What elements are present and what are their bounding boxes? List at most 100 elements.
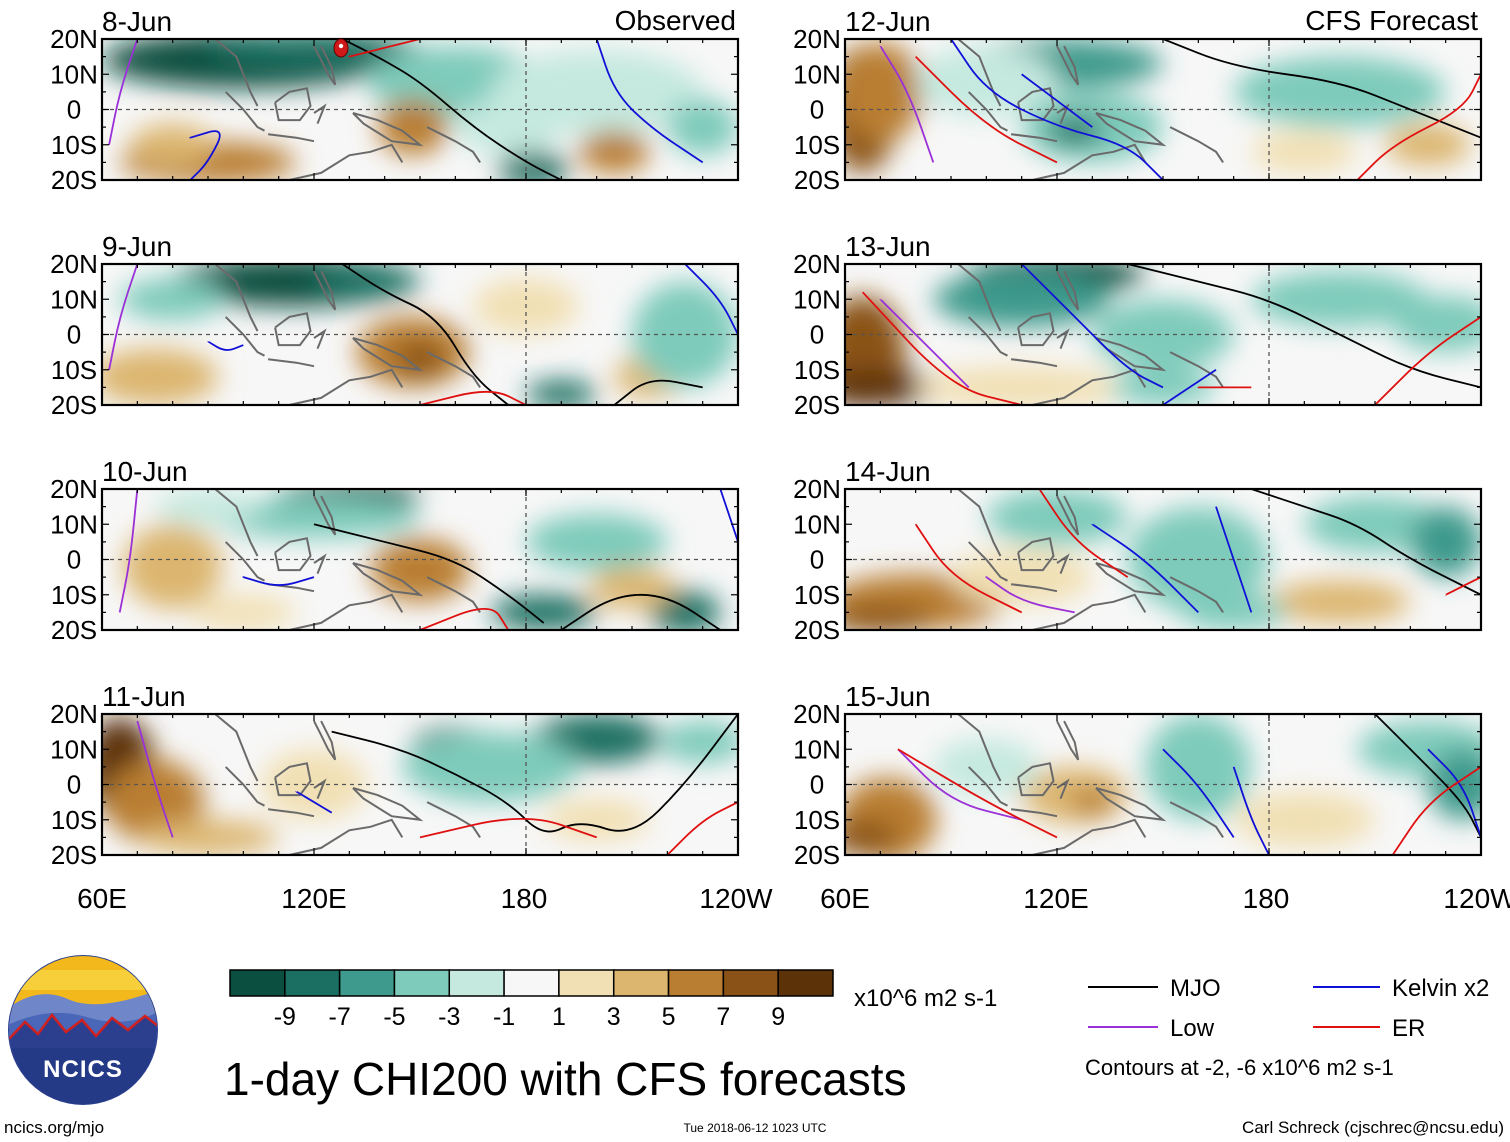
contour-low [879,45,935,163]
colorbar-label: 1 [552,1003,566,1031]
coastline [1056,778,1070,799]
lon-label: 120E [281,883,346,914]
lat-label: 10S [51,130,97,160]
coastline [426,351,481,388]
coastlines [214,264,481,405]
coastline [1017,537,1055,572]
lon-label: 60E [77,883,127,914]
colorbar-swatch [284,969,341,997]
coastline [313,720,337,761]
ncics-logo: NCICS [8,955,158,1105]
anomaly-blob [119,278,226,321]
coastlines [214,489,481,630]
colorbar-swatch [722,969,779,997]
panel-date: 8-Jun [102,6,172,37]
panel-date: 13-Jun [845,231,931,262]
longitude-labels-right: 60E 120E 180 120W [820,883,1510,914]
legend-er-label: ER [1392,1015,1425,1042]
coastline [1056,45,1080,86]
contours-note: Contours at -2, -6 x10^6 m2 s-1 [1085,1055,1394,1080]
coastlines [214,39,481,180]
coastline [1017,87,1055,122]
coastline [267,133,315,143]
lat-label: 10S [51,355,97,385]
contour-kelvin [295,790,333,814]
coastline [1095,562,1167,597]
coastline [1095,112,1167,147]
contour-er [419,607,510,630]
contour-kelvin [1020,73,1093,128]
lat-label: 10S [51,805,97,835]
legend-mjo-label: MJO [1170,975,1221,1002]
anomaly-blob [455,98,562,156]
colorbar-swatch [667,969,725,997]
coastline [313,103,327,124]
contour-er [1038,489,1129,578]
lat-label: 10N [50,59,98,89]
coastline [274,312,312,347]
contour-kelvin [189,130,221,180]
colorbar-label: -7 [329,1003,351,1031]
lat-label: 10N [793,734,841,764]
coastline [313,270,337,311]
panel-date: 12-Jun [845,6,931,37]
lat-label: 10S [794,355,840,385]
lon-label: 60E [820,883,870,914]
lat-label: 10S [51,580,97,610]
contour-er [914,55,1058,164]
contour-er [914,523,1023,614]
legend-low-label: Low [1170,1015,1215,1042]
contour-low [136,720,174,838]
lat-label: 20N [50,249,98,279]
coastline [214,39,259,107]
coastlines [957,264,1224,405]
filter-contours [914,489,1481,614]
contour-kelvin [1427,748,1481,838]
coastline [274,537,312,572]
anomaly-blob [490,594,597,630]
colorbar-swatch [393,969,451,997]
lat-label: 0 [67,545,81,575]
anomaly-blob [1392,295,1481,353]
footer-author: Carl Schreck (cjschrec@ncsu.edu) [1242,1118,1504,1137]
panel-grid: 8-Jun20N10N010S20S9-Jun20N10N010S20S10-J… [50,6,1483,870]
contour-er [1444,576,1481,596]
anomaly-blob [370,538,470,602]
coastline [352,562,424,597]
colorbar: -9 -7 -5 -3 -1 1 3 5 7 9 [229,969,834,1031]
coastline [313,553,327,574]
anomaly-blob [1180,594,1287,630]
colorbar-label: 3 [607,1003,621,1031]
contour-kelvin [1232,766,1270,855]
contour-low [879,298,970,389]
colorbar-label: -3 [438,1003,460,1031]
coastline [267,358,315,368]
filter-contours [897,714,1481,855]
contour-mjo [313,523,545,624]
colorbar-label: -9 [274,1003,296,1031]
colorbar-swatch [229,969,286,997]
lat-label: 20N [793,474,841,504]
lat-label: 10N [793,284,841,314]
coastline [214,714,259,782]
lat-label: 10S [794,805,840,835]
coastline [1032,818,1147,855]
coastlines [957,39,1224,180]
coastline [957,39,1002,107]
coastline [289,818,404,855]
panel-date: 15-Jun [845,681,931,712]
forecast-header: CFS Forecast [1305,5,1478,36]
lon-label: 180 [1243,883,1290,914]
coastline [267,808,315,818]
coastline [957,489,1002,557]
contour-mjo [613,379,703,405]
anomaly-blob [190,594,297,630]
coastline [1010,133,1058,143]
lat-label: 10N [793,59,841,89]
contour-low [108,264,139,370]
coastline [1010,358,1058,368]
mjo-marker-icon [333,38,349,58]
